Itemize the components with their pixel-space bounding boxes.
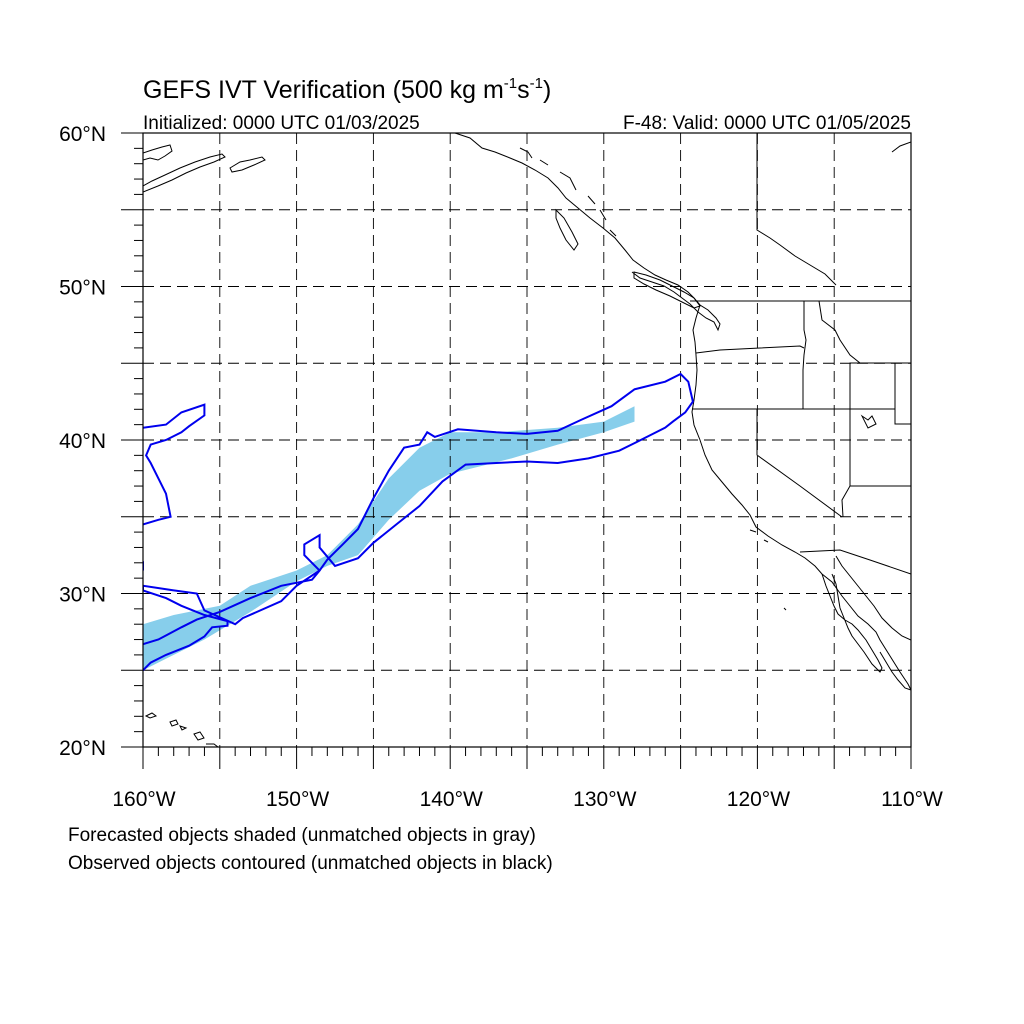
nevada-arizona-border	[841, 409, 851, 518]
kodiak-island-coast	[143, 153, 226, 193]
bc-coast	[454, 133, 721, 332]
lat-label: 50°N	[59, 277, 106, 300]
forecast-ivt-object	[143, 406, 635, 671]
wyoming-border	[849, 362, 911, 425]
axis-ticks	[121, 132, 912, 769]
valid-time: F-48: Valid: 0000 UTC 01/05/2025	[623, 113, 911, 134]
oregon-idaho-border	[802, 301, 807, 409]
forecast-objects-shaded	[143, 406, 635, 671]
lat-label: 20°N	[59, 737, 106, 760]
title-main: GEFS IVT Verification (500 kg m	[143, 76, 504, 104]
alaska-peninsula-coast	[143, 144, 173, 161]
coastlines-and-borders	[143, 133, 911, 747]
observed-ivt-contour-main	[143, 372, 694, 672]
forecast-caption: Forecasted objects shaded (unmatched obj…	[68, 825, 536, 846]
mexico-mainland-coast	[879, 651, 911, 691]
lake-salton-coast	[860, 414, 877, 429]
observed-caption: Observed objects contoured (unmatched ob…	[68, 853, 553, 874]
map-title: GEFS IVT Verification (500 kg m-1s-1)	[143, 75, 551, 104]
initialized-time: Initialized: 0000 UTC 01/03/2025	[143, 113, 420, 134]
gulf-of-california-coast	[835, 555, 911, 641]
vancouver-island-coast	[633, 271, 701, 309]
lon-label: 160°W	[112, 788, 175, 811]
title-close: )	[543, 76, 551, 104]
washington-oregon-border	[695, 345, 805, 354]
channel-islands-coast	[749, 529, 787, 611]
title-exponent-2: -1	[530, 75, 543, 92]
lat-label: 40°N	[59, 430, 106, 453]
baja-coast	[821, 573, 883, 673]
montana-border	[818, 300, 895, 364]
hawaii-island-1	[144, 712, 158, 719]
lat-label: 30°N	[59, 584, 106, 607]
observed-objects-contoured	[143, 372, 694, 672]
us-west-coast	[691, 304, 911, 691]
map-gridlines	[143, 133, 911, 747]
bc-inner-islands-coast	[519, 147, 617, 237]
lat-label: 60°N	[59, 123, 106, 146]
axis-labels: 60°N 50°N 40°N 30°N 20°N 160°W 150°W 140°W 130°W…	[59, 123, 943, 811]
lon-label: 110°W	[881, 788, 943, 811]
us-mexico-border	[799, 549, 911, 575]
lon-label: 140°W	[420, 788, 483, 811]
title-exponent-1: -1	[504, 75, 517, 92]
alaska-islands-coast	[229, 156, 266, 173]
california-nevada-border	[756, 409, 843, 518]
lon-label: 150°W	[266, 788, 329, 811]
lon-label: 130°W	[573, 788, 636, 811]
title-unit-s: s	[517, 76, 530, 104]
observed-ivt-contour-west	[143, 403, 206, 526]
haida-gwaii-coast	[555, 208, 579, 251]
lon-label: 120°W	[727, 788, 790, 811]
nw-corner-coast	[891, 141, 911, 153]
canadian-interior-line	[756, 133, 837, 286]
hawaii-island-3	[193, 731, 219, 747]
hawaii-island-2	[169, 719, 188, 731]
